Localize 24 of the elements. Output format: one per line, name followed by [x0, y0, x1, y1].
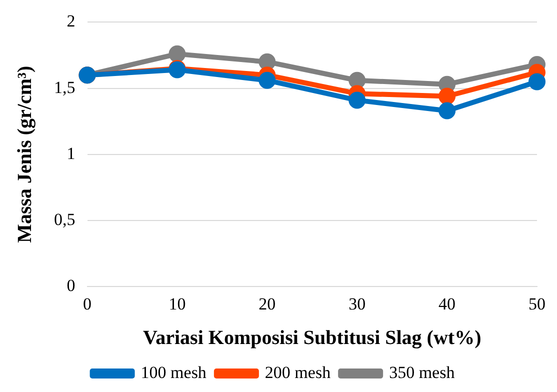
legend-label: 200 mesh — [264, 362, 332, 382]
y-tick-label: 0,5 — [54, 210, 76, 229]
y-tick-label: 1 — [66, 144, 76, 163]
y-axis-title: Massa Jenis (gr/cm³) — [14, 66, 36, 243]
legend-label: 350 mesh — [389, 362, 456, 382]
x-tick-label: 50 — [528, 294, 546, 314]
x-tick-label: 0 — [83, 294, 92, 314]
legend-label: 100 mesh — [140, 362, 207, 382]
x-tick-label: 40 — [438, 294, 456, 314]
point — [348, 92, 366, 109]
point — [348, 72, 366, 89]
x-tick-label: 20 — [258, 294, 276, 314]
point — [438, 88, 456, 105]
x-tick-label: 10 — [168, 294, 186, 314]
y-tick-label: 2 — [66, 12, 76, 31]
point — [168, 45, 186, 62]
y-tick-label: 1,5 — [54, 78, 76, 97]
x-axis-title: Variasi Komposisi Subtitusi Slag (wt%) — [143, 327, 482, 350]
point — [258, 53, 276, 70]
x-tick-label: 30 — [348, 294, 366, 314]
point — [258, 72, 276, 89]
point — [528, 73, 546, 90]
y-tick-label: 0 — [66, 276, 76, 296]
point — [438, 102, 456, 120]
